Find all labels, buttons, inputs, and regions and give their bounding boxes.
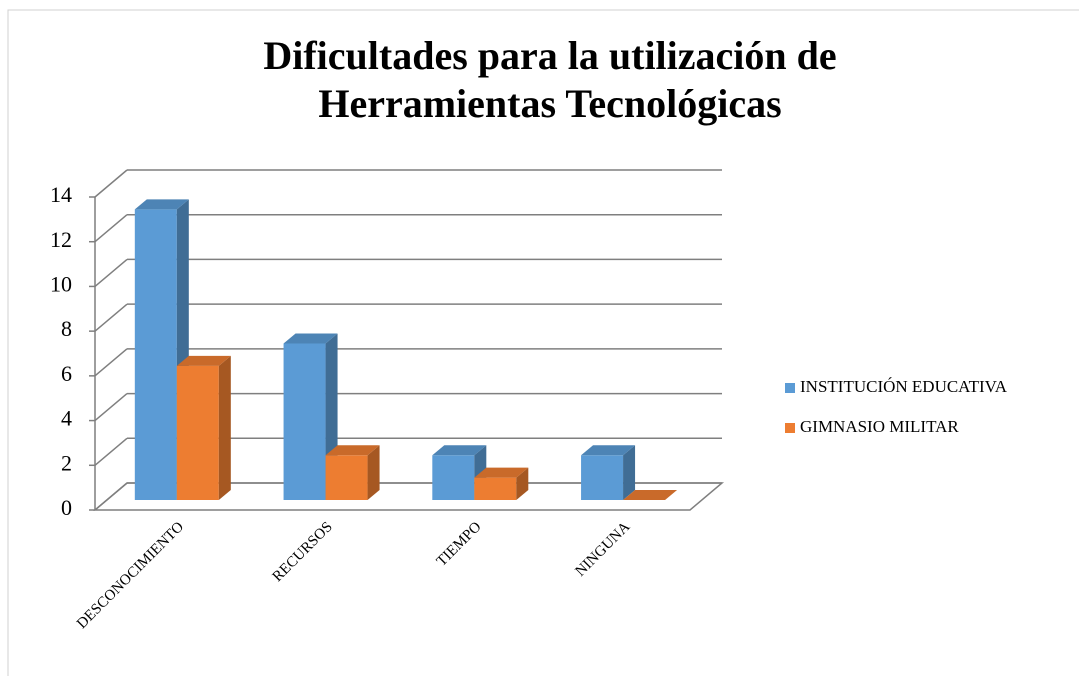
- bar-top: [474, 467, 529, 478]
- y-tick-label: 0: [61, 495, 72, 520]
- bar-top: [432, 445, 487, 456]
- grid-line: [94, 392, 128, 422]
- x-tick-label: TIEMPO: [434, 519, 485, 570]
- chart-title: Dificultades para la utilización de: [263, 33, 836, 78]
- bar-side: [218, 355, 231, 500]
- bar-side: [623, 445, 636, 500]
- y-tick-label: 4: [61, 406, 72, 431]
- bar-top: [581, 445, 636, 456]
- x-tick-label: DESCONOCIMIENTO: [74, 519, 187, 632]
- y-tick-label: 6: [61, 361, 72, 386]
- y-tick-label: 8: [61, 316, 72, 341]
- legend-label: GIMNASIO MILITAR: [800, 417, 959, 436]
- bar-side: [367, 445, 380, 500]
- grid-line: [94, 258, 128, 288]
- bar: [581, 455, 624, 500]
- bar: [432, 455, 475, 500]
- grid-line: [94, 303, 128, 332]
- chart-title: Herramientas Tecnológicas: [318, 81, 781, 126]
- bar-top: [623, 490, 678, 500]
- y-tick-label: 10: [50, 271, 72, 296]
- grid-line: [94, 169, 128, 198]
- bar: [325, 455, 368, 500]
- bar-top: [283, 333, 338, 344]
- grid-line: [94, 482, 128, 511]
- bar-top: [325, 445, 380, 456]
- x-tick-label: NINGUNA: [573, 519, 634, 580]
- legend-swatch: [785, 423, 795, 433]
- legend-label: INSTITUCIÓN EDUCATIVA: [800, 377, 1008, 396]
- chart-border: [7, 9, 1079, 676]
- bar-top: [176, 355, 231, 366]
- y-tick-label: 12: [50, 227, 72, 252]
- grid-line: [94, 214, 128, 243]
- x-tick-label: RECURSOS: [270, 519, 336, 585]
- bar: [283, 343, 326, 500]
- bar-side: [516, 467, 529, 500]
- legend-swatch: [785, 383, 795, 393]
- grid-line: [94, 348, 128, 377]
- y-tick-label: 14: [50, 182, 72, 207]
- bar: [176, 365, 219, 500]
- grid-line: [94, 437, 128, 466]
- y-tick-label: 2: [61, 450, 72, 475]
- bar: [474, 477, 517, 500]
- bar-top: [134, 199, 189, 210]
- bar: [134, 209, 177, 500]
